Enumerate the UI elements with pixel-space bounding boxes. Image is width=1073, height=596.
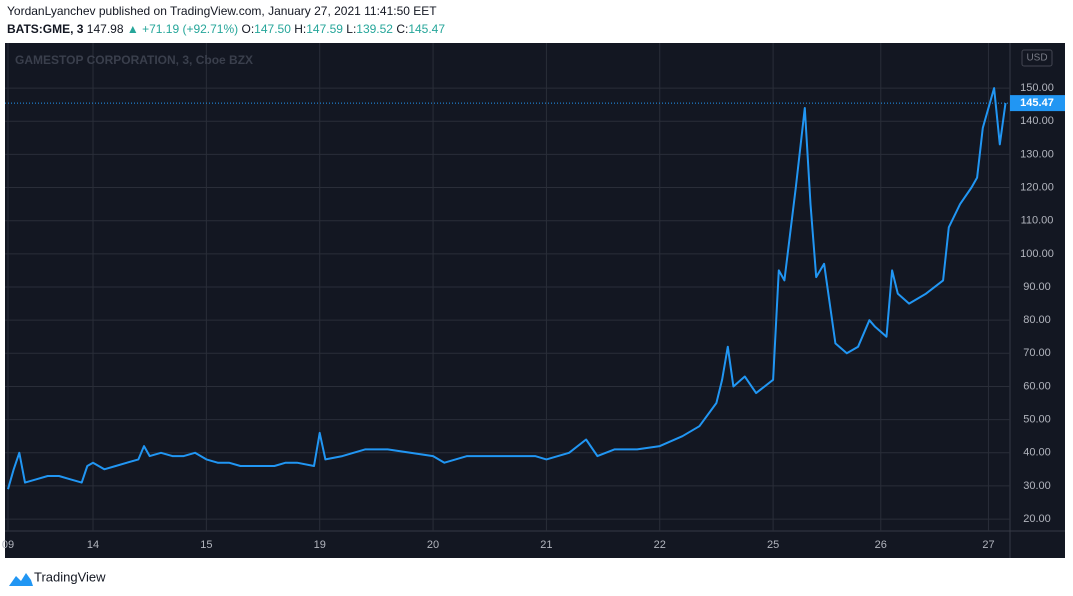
y-tick-label: 110.00 bbox=[1021, 215, 1054, 227]
ohlc-label: L: bbox=[346, 22, 356, 36]
ohlc-value: 147.50 bbox=[254, 22, 291, 36]
x-tick-label: 22 bbox=[654, 539, 666, 551]
y-tick-label: 20.00 bbox=[1023, 513, 1051, 525]
ohlc-value: 145.47 bbox=[408, 22, 445, 36]
ohlc-value: 147.59 bbox=[306, 22, 343, 36]
y-tick-label: 30.00 bbox=[1023, 480, 1051, 492]
arrow: ▲ bbox=[127, 22, 139, 36]
y-tick-label: 150.00 bbox=[1020, 82, 1054, 94]
ohlc-label: C: bbox=[396, 22, 408, 36]
x-tick-label: 15 bbox=[200, 539, 212, 551]
y-tick-label: 120.00 bbox=[1020, 181, 1054, 193]
brand: TradingView bbox=[34, 569, 106, 584]
symbol-line: BATS:GME, 3 147.98 ▲ +71.19 (+92.71%) O:… bbox=[7, 22, 445, 36]
ohlc-value: 139.52 bbox=[356, 22, 393, 36]
y-tick-label: 90.00 bbox=[1023, 281, 1051, 293]
watermark: GAMESTOP CORPORATION, 3, Cboe BZX bbox=[15, 53, 253, 67]
currency: USD bbox=[1026, 53, 1047, 64]
x-tick-label: 09 bbox=[2, 539, 14, 551]
last: 147.98 bbox=[87, 22, 124, 36]
logo bbox=[9, 573, 33, 586]
y-tick-label: 80.00 bbox=[1023, 314, 1051, 326]
y-tick-label: 50.00 bbox=[1023, 414, 1051, 426]
y-tick-label: 40.00 bbox=[1023, 447, 1051, 459]
last-price-box bbox=[1010, 95, 1065, 112]
change: +71.19 (+92.71%) bbox=[142, 22, 238, 36]
price-line bbox=[7, 87, 1007, 490]
x-tick-label: 27 bbox=[982, 539, 994, 551]
x-tick-label: 21 bbox=[540, 539, 552, 551]
ohlc-label: O: bbox=[242, 22, 255, 36]
last-price-label: 145.47 bbox=[1020, 97, 1054, 109]
y-tick-label: 70.00 bbox=[1023, 347, 1051, 359]
x-tick-label: 25 bbox=[767, 539, 779, 551]
chart-background bbox=[5, 43, 1065, 558]
y-tick-label: 130.00 bbox=[1020, 148, 1054, 160]
x-tick-label: 20 bbox=[427, 539, 439, 551]
x-tick-label: 26 bbox=[875, 539, 887, 551]
publisher: YordanLyanchev published on TradingView.… bbox=[7, 4, 437, 18]
ohlc-label: H: bbox=[294, 22, 306, 36]
x-tick-label: 19 bbox=[314, 539, 326, 551]
y-tick-label: 140.00 bbox=[1020, 115, 1054, 127]
x-tick-label: 14 bbox=[87, 539, 99, 551]
currency-box bbox=[1021, 49, 1053, 67]
y-tick-label: 60.00 bbox=[1023, 380, 1051, 392]
y-tick-label: 100.00 bbox=[1020, 248, 1054, 260]
symbol: BATS:GME, 3 bbox=[7, 22, 84, 36]
